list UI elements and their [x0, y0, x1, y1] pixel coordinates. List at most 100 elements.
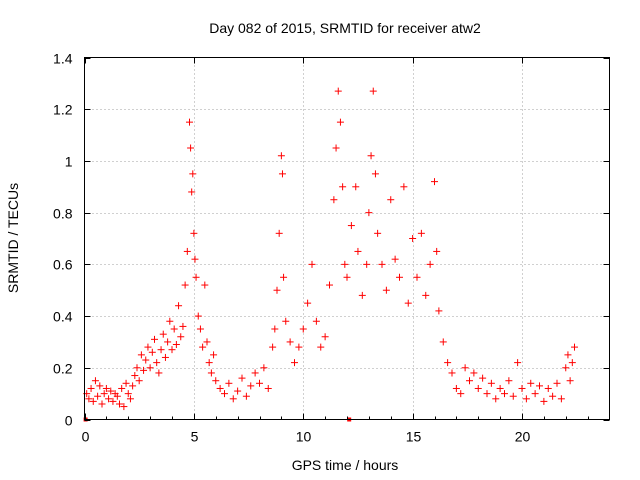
- data-point: [191, 255, 199, 263]
- data-point: [251, 369, 259, 377]
- y-axis-label: SRMTID / TECUs: [5, 183, 21, 293]
- data-point: [159, 330, 167, 338]
- data-point: [225, 379, 233, 387]
- data-point: [312, 317, 320, 325]
- data-point: [179, 322, 187, 330]
- data-point: [391, 255, 399, 263]
- data-point: [422, 291, 430, 299]
- plot-frame: [84, 57, 610, 420]
- data-point: [135, 377, 143, 385]
- data-point: [264, 384, 272, 392]
- data-point: [142, 356, 150, 364]
- data-point: [153, 359, 161, 367]
- data-point: [126, 395, 134, 403]
- data-point: [124, 390, 132, 398]
- y-tick-label: 1.4: [53, 51, 73, 67]
- data-point: [367, 152, 375, 160]
- data-point: [326, 281, 333, 289]
- data-point: [256, 379, 263, 387]
- data-point: [299, 325, 307, 333]
- data-point: [192, 273, 200, 281]
- data-point: [190, 229, 198, 237]
- data-point: [286, 338, 294, 346]
- data-point: [282, 317, 290, 325]
- data-point: [382, 286, 390, 294]
- data-point: [189, 170, 197, 178]
- data-point: [187, 144, 195, 152]
- data-point: [96, 382, 104, 390]
- data-point: [161, 353, 169, 361]
- data-point: [339, 183, 347, 191]
- data-point: [363, 260, 371, 268]
- data-point: [203, 338, 211, 346]
- data-point: [444, 359, 452, 367]
- ticks-layer: [84, 57, 610, 421]
- data-point: [183, 247, 191, 255]
- data-point: [98, 400, 106, 408]
- data-point: [157, 346, 165, 354]
- data-point: [433, 247, 441, 255]
- data-point: [260, 364, 268, 372]
- data-point: [514, 359, 522, 367]
- data-point: [170, 325, 178, 333]
- data-point: [273, 286, 281, 294]
- data-point: [426, 260, 434, 268]
- data-point: [330, 196, 338, 204]
- data-point: [474, 384, 482, 392]
- data-point: [275, 229, 283, 237]
- data-point: [221, 390, 228, 398]
- data-point: [94, 392, 102, 400]
- data-point: [107, 387, 115, 395]
- data-point: [212, 377, 220, 385]
- data-point: [129, 382, 137, 390]
- data-point: [439, 338, 447, 346]
- data-point: [85, 395, 93, 403]
- data-point: [105, 395, 113, 403]
- data-point: [216, 384, 224, 392]
- data-point: [409, 235, 417, 242]
- y-tick-label: 0.4: [53, 309, 73, 325]
- data-point: [564, 351, 572, 359]
- data-point: [155, 369, 163, 377]
- data-point: [188, 188, 196, 196]
- data-point: [466, 377, 473, 385]
- data-point: [172, 341, 180, 349]
- y-tick-label: 0.8: [53, 206, 73, 222]
- data-point: [166, 317, 174, 325]
- data-point: [321, 333, 329, 341]
- data-point: [334, 87, 342, 95]
- data-point: [317, 343, 325, 351]
- data-point: [164, 338, 172, 346]
- data-point: [205, 359, 213, 367]
- x-tick-label: 5: [191, 429, 199, 445]
- data-point: [280, 273, 288, 281]
- data-point: [269, 343, 277, 351]
- y-tick-label: 0.2: [53, 361, 73, 377]
- data-point: [387, 196, 395, 204]
- data-point: [492, 395, 500, 403]
- data-point: [522, 395, 530, 403]
- data-point: [336, 118, 344, 126]
- data-point: [332, 144, 340, 152]
- data-point: [396, 273, 403, 281]
- data-point: [404, 299, 412, 307]
- data-point: [146, 364, 154, 372]
- x-tick-label: 10: [296, 429, 312, 445]
- data-point: [116, 400, 123, 408]
- x-tick-label: 15: [406, 429, 422, 445]
- data-point: [242, 392, 250, 400]
- data-point: [238, 374, 246, 382]
- data-point: [133, 364, 141, 372]
- data-point: [365, 209, 373, 217]
- grid-layer: [84, 57, 610, 420]
- data-point: [553, 379, 561, 387]
- data-point: [177, 333, 185, 341]
- data-point: [400, 183, 408, 191]
- data-point: [144, 343, 152, 351]
- data-point: [557, 395, 565, 403]
- data-point: [181, 281, 189, 289]
- data-point: [91, 377, 99, 385]
- data-point: [431, 178, 438, 186]
- data-point: [568, 359, 576, 367]
